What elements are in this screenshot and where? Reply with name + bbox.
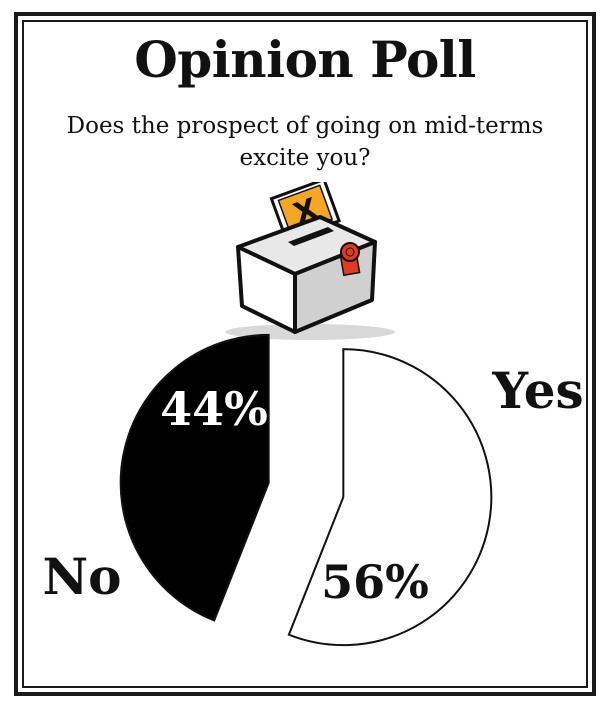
category-label-yes: Yes <box>491 361 583 420</box>
ballot-box-icon: X <box>225 182 395 340</box>
pie-slice-no <box>119 333 270 622</box>
poll-question: Does the prospect of going on mid-terms … <box>66 113 544 171</box>
data-label-yes: 56% <box>321 555 429 609</box>
category-label-no: No <box>42 547 121 606</box>
pie-slice-yes <box>287 348 493 647</box>
inner-border <box>22 20 588 688</box>
data-label-no: 44% <box>160 382 268 436</box>
page-title: Opinion Poll <box>134 30 476 89</box>
outer-border <box>14 12 596 696</box>
